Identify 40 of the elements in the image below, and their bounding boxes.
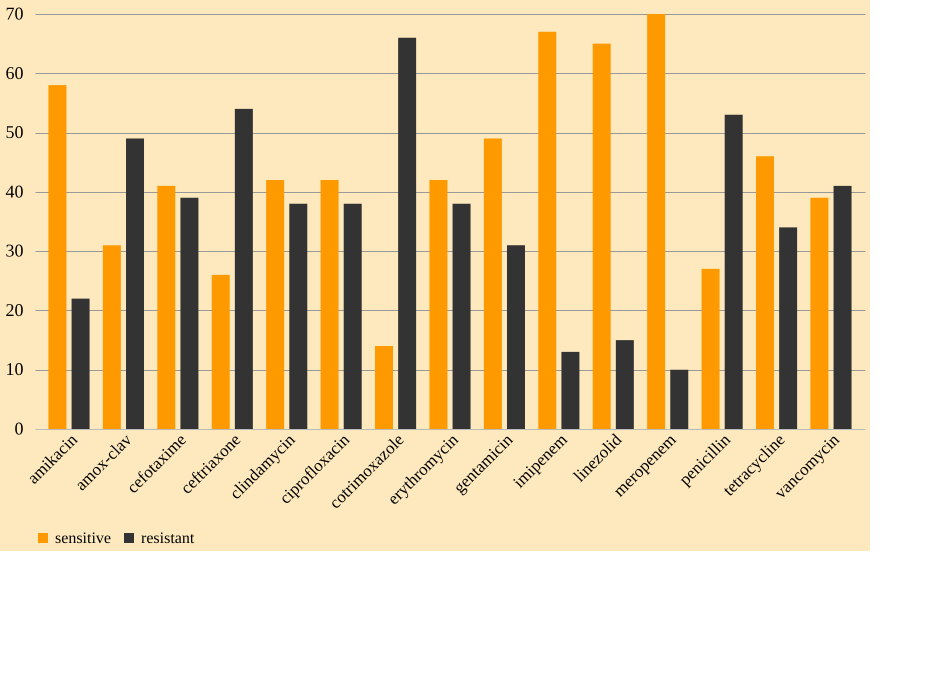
- bar: [724, 114, 743, 429]
- bar: [212, 274, 230, 429]
- bar: [484, 138, 502, 429]
- bar: [320, 180, 339, 429]
- bar: [647, 14, 666, 429]
- bar: [234, 108, 253, 429]
- y-tick-label: 40: [6, 181, 24, 202]
- bar: [592, 44, 611, 429]
- bar: [670, 370, 688, 429]
- bar: [506, 245, 525, 429]
- bar: [779, 227, 798, 429]
- y-tick-label: 30: [6, 240, 24, 261]
- y-tick-label: 50: [6, 122, 24, 142]
- bar: [452, 204, 471, 429]
- bar: [266, 180, 284, 429]
- y-tick-label: 10: [6, 359, 24, 380]
- bar: [48, 85, 66, 429]
- bar: [72, 298, 90, 429]
- bar: [810, 198, 828, 429]
- y-tick-label: 60: [6, 62, 24, 83]
- bar: [429, 180, 448, 429]
- y-tick-label: 20: [6, 300, 24, 320]
- bar: [398, 38, 416, 429]
- bar: [834, 186, 852, 429]
- bar: [344, 204, 362, 429]
- bar: [289, 204, 308, 429]
- bar: [180, 198, 198, 429]
- bar: [126, 138, 144, 429]
- bar: [375, 346, 394, 429]
- bar: [157, 186, 176, 429]
- bar: [561, 352, 580, 429]
- y-tick-label: 0: [14, 418, 24, 438]
- y-tick-label: 70: [6, 4, 24, 24]
- bar: [616, 340, 634, 429]
- bar: [538, 32, 556, 429]
- bar: [756, 156, 774, 429]
- legend-label: resistant: [141, 530, 195, 547]
- bar: [702, 268, 720, 429]
- bar: [102, 245, 121, 429]
- legend-label: sensitive: [55, 530, 111, 547]
